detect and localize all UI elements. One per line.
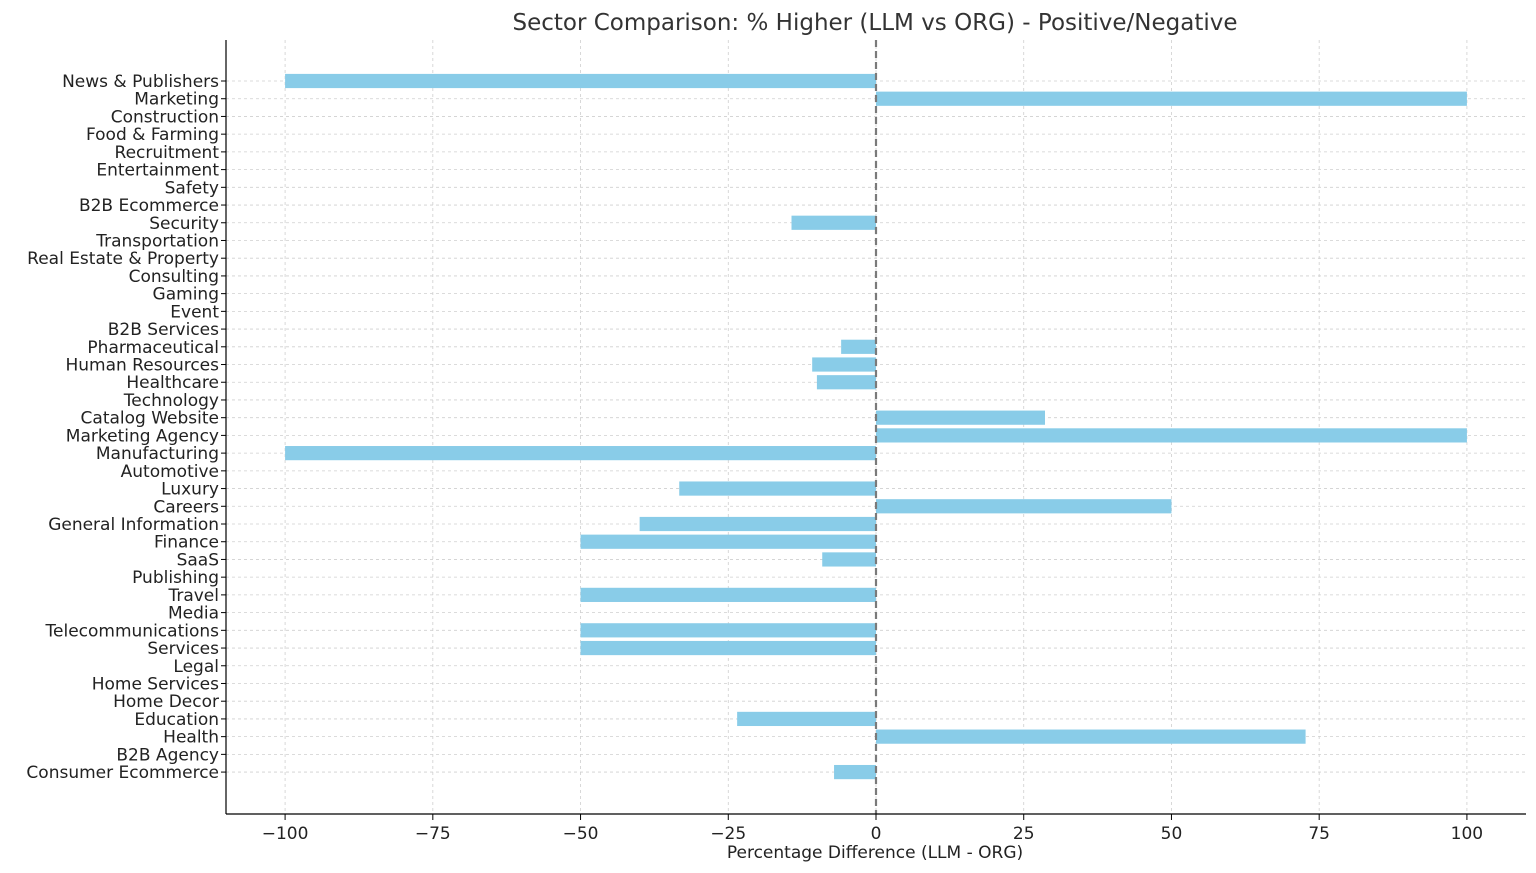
- bar: [737, 711, 876, 727]
- x-tick-label: −25: [710, 824, 746, 844]
- x-tick-label: 50: [1161, 824, 1183, 844]
- category-label: Pharmaceutical: [87, 338, 219, 358]
- category-label: Legal: [173, 657, 219, 677]
- category-label: B2B Services: [108, 320, 219, 340]
- label-layer: −100 −75 −50 −25 0 25 50 75 100 News & Publishers…: [26, 72, 1483, 844]
- x-tick-label: 25: [1013, 824, 1035, 844]
- bar: [876, 499, 1172, 514]
- x-tick-label: −75: [415, 824, 451, 844]
- category-label: Home Services: [92, 674, 219, 694]
- bar: [876, 428, 1467, 443]
- bar: [791, 215, 876, 230]
- x-tick-label: −50: [563, 824, 599, 844]
- category-label: Construction: [111, 107, 219, 127]
- category-label: B2B Ecommerce: [79, 196, 219, 216]
- category-label: B2B Agency: [116, 745, 219, 765]
- bar-layer: [285, 73, 1467, 780]
- bar: [580, 640, 876, 656]
- category-label: Publishing: [132, 568, 219, 588]
- x-tick-label: −100: [262, 824, 309, 844]
- bar: [834, 764, 876, 780]
- category-label: Education: [134, 710, 219, 730]
- category-label: Telecommunications: [45, 621, 220, 641]
- bar: [841, 339, 876, 354]
- bar: [876, 410, 1045, 425]
- bar: [580, 587, 876, 602]
- category-label: Marketing Agency: [66, 426, 219, 446]
- bar: [580, 534, 876, 549]
- axis-layer: [221, 40, 1526, 820]
- bar: [679, 481, 876, 496]
- category-label: Manufacturing: [96, 444, 219, 464]
- bar: [816, 375, 876, 390]
- category-label: Consumer Ecommerce: [26, 763, 219, 783]
- category-label: Entertainment: [96, 161, 219, 181]
- category-label: Real Estate & Property: [27, 249, 219, 269]
- category-label: News & Publishers: [62, 72, 219, 92]
- category-label: Gaming: [153, 285, 219, 305]
- category-label: Healthcare: [126, 373, 219, 393]
- category-label: Careers: [153, 497, 219, 517]
- category-label: Catalog Website: [81, 409, 219, 429]
- category-label: Automotive: [121, 462, 219, 482]
- bar: [876, 729, 1306, 744]
- x-tick-label: 100: [1451, 824, 1483, 844]
- x-axis-title: Percentage Difference (LLM - ORG): [727, 843, 1023, 863]
- category-label: Marketing: [134, 90, 219, 110]
- chart-title: Sector Comparison: % Higher (LLM vs ORG)…: [512, 10, 1237, 36]
- x-tick-label: 0: [871, 824, 882, 844]
- bar: [822, 552, 876, 567]
- category-label: Safety: [165, 178, 219, 198]
- category-label: SaaS: [177, 550, 219, 570]
- category-label: Health: [163, 728, 219, 748]
- category-label: Technology: [123, 391, 219, 411]
- category-label: Consulting: [129, 267, 219, 287]
- category-label: Travel: [167, 586, 219, 606]
- bar: [285, 73, 876, 89]
- x-tick-label: 75: [1308, 824, 1330, 844]
- category-label: Recruitment: [115, 143, 220, 163]
- bar: [580, 623, 876, 638]
- category-label: Human Resources: [65, 356, 219, 376]
- category-label: Finance: [154, 533, 219, 553]
- category-label: Security: [149, 214, 219, 234]
- category-label: General Information: [48, 515, 219, 535]
- category-label: Media: [168, 604, 219, 624]
- category-label: Transportation: [95, 231, 219, 251]
- bar: [876, 91, 1467, 106]
- bar: [285, 446, 876, 461]
- category-label: Home Decor: [113, 692, 219, 712]
- category-label: Services: [147, 639, 219, 659]
- bar: [639, 516, 876, 532]
- category-label: Luxury: [161, 480, 219, 500]
- bar: [812, 357, 876, 372]
- category-label: Event: [170, 302, 219, 322]
- category-label: Food & Farming: [86, 125, 219, 145]
